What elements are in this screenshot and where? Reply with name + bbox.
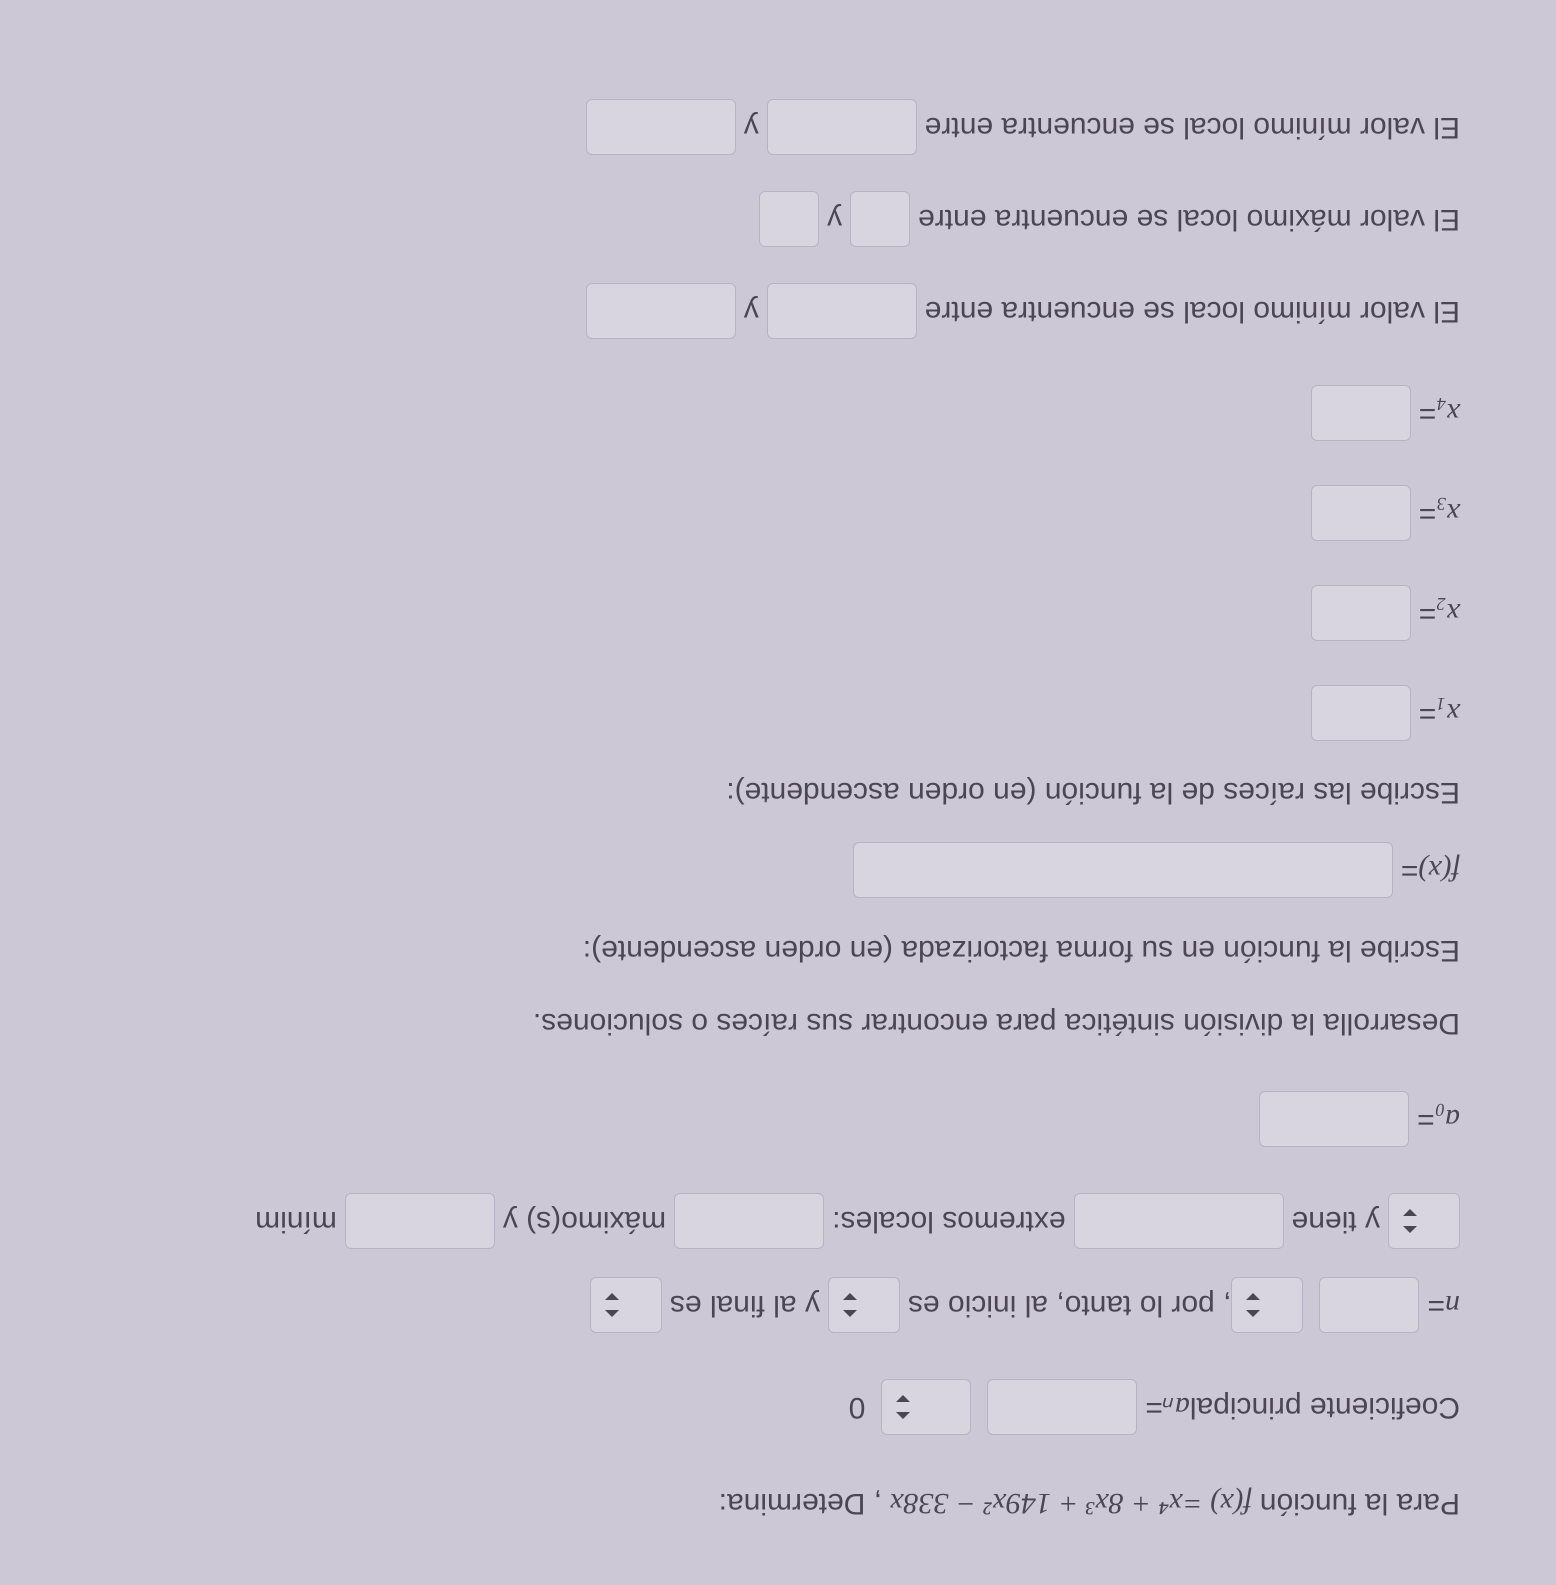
x3-label: x₃ (1436, 491, 1460, 535)
degree-text2: y al final es (670, 1284, 820, 1328)
coef-zero: 0 (849, 1386, 866, 1430)
a0-eq: = (1417, 1098, 1435, 1142)
max-y: y (827, 197, 842, 241)
extreme-dir-select[interactable] (1388, 1194, 1460, 1250)
coef-line: Coeficiente principal aₙ = 0 (28, 1380, 1460, 1436)
func-lhs: f(x) = (1182, 1482, 1251, 1526)
extremes-line: y tiene extremos locales: máximo(s) y mí… (28, 1194, 1460, 1250)
x3-eq: = (1419, 491, 1437, 535)
para-roots: Escribe las raíces de la función (en ord… (28, 771, 1460, 815)
min1-a-input[interactable] (767, 283, 917, 339)
coef-an-input[interactable] (987, 1380, 1137, 1436)
intro-prefix: Para la función (1260, 1482, 1460, 1526)
para-synthetic-division: Desarrolla la división sintética para en… (28, 1002, 1460, 1046)
intro-line: Para la función f(x) = x⁴ + 8x³ + 149x² … (28, 1482, 1460, 1526)
updown-icon (1246, 1294, 1260, 1318)
min2-b-input[interactable] (586, 99, 736, 155)
x2-input[interactable] (1311, 585, 1411, 641)
fx-factor-input[interactable] (853, 843, 1393, 899)
min2-y: y (744, 105, 759, 149)
intro-suffix: , Determina: (719, 1482, 882, 1526)
min1-pre: El valor mínimo local se encuentra entre (925, 289, 1460, 333)
min2-pre: El valor mínimo local se encuentra entre (925, 105, 1460, 149)
end-behavior-select[interactable] (590, 1278, 662, 1334)
n-parity-select[interactable] (1231, 1278, 1303, 1334)
min1-b-input[interactable] (586, 283, 736, 339)
x2-line: x₂ = (28, 585, 1460, 641)
a0-line: a₀ = (28, 1092, 1460, 1148)
a0-label: a₀ (1435, 1098, 1460, 1142)
n-eq: = (1427, 1284, 1445, 1328)
degree-line: n = , por lo tanto, al inicio es y al fi… (28, 1278, 1460, 1334)
min-count-input[interactable] (345, 1194, 495, 1250)
ext-text3: máximo(s) y (503, 1200, 666, 1244)
ext-text1: y tiene (1292, 1200, 1380, 1244)
ext-text4: mínim (255, 1200, 337, 1244)
min1-line: El valor mínimo local se encuentra entre… (28, 283, 1460, 339)
min2-a-input[interactable] (767, 99, 917, 155)
x2-eq: = (1419, 591, 1437, 635)
start-behavior-select[interactable] (828, 1278, 900, 1334)
x1-line: x₁ = (28, 685, 1460, 741)
coef-label: Coeficiente principal (1190, 1386, 1460, 1430)
max-count-input[interactable] (674, 1194, 824, 1250)
coef-an: aₙ (1163, 1386, 1190, 1430)
max-a-input[interactable] (850, 191, 910, 247)
x3-line: x₃ = (28, 485, 1460, 541)
x1-label: x₁ (1436, 691, 1460, 735)
extremes-count-input[interactable] (1074, 1194, 1284, 1250)
worksheet-page: Para la función f(x) = x⁴ + 8x³ + 149x² … (0, 0, 1556, 1585)
updown-icon (843, 1294, 857, 1318)
ext-text2: extremos locales: (832, 1200, 1065, 1244)
x1-input[interactable] (1311, 685, 1411, 741)
n-input[interactable] (1319, 1278, 1419, 1334)
max-line: El valor máximo local se encuentra entre… (28, 191, 1460, 247)
updown-icon (605, 1294, 619, 1318)
x1-eq: = (1419, 691, 1437, 735)
x2-label: x₂ (1436, 591, 1460, 635)
x4-line: x₄ = (28, 385, 1460, 441)
para-factorized: Escribe la función en su forma factoriza… (28, 929, 1460, 973)
max-b-input[interactable] (759, 191, 819, 247)
x4-input[interactable] (1311, 385, 1411, 441)
max-pre: El valor máximo local se encuentra entre (918, 197, 1460, 241)
a0-input[interactable] (1259, 1092, 1409, 1148)
n-label: n (1445, 1284, 1460, 1328)
func-rhs: x⁴ + 8x³ + 149x² − 338x (890, 1482, 1182, 1526)
min2-line: El valor mínimo local se encuentra entre… (28, 99, 1460, 155)
coef-sign-select[interactable] (881, 1380, 971, 1436)
x3-input[interactable] (1311, 485, 1411, 541)
degree-text1: , por lo tanto, al inicio es (908, 1284, 1232, 1328)
updown-icon (1403, 1210, 1417, 1234)
coef-eq: = (1145, 1386, 1163, 1430)
x4-eq: = (1419, 391, 1437, 435)
updown-icon (896, 1396, 910, 1420)
fx-line: f(x) = (28, 843, 1460, 899)
min1-y: y (744, 289, 759, 333)
x4-label: x₄ (1436, 391, 1460, 435)
fx-eq: = (1401, 849, 1419, 893)
fx-label: f(x) (1418, 849, 1460, 893)
